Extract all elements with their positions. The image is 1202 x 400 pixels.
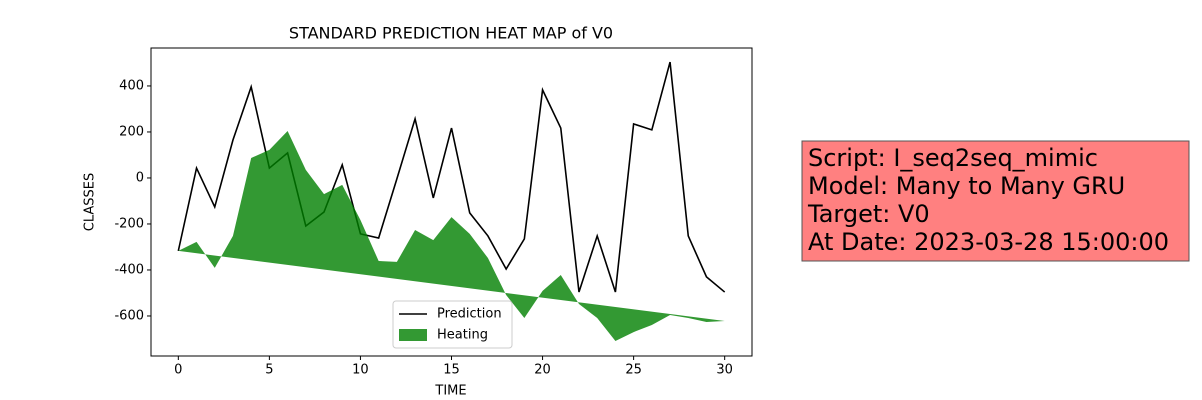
y-tick-label: -400 [114,262,144,277]
chart-title: STANDARD PREDICTION HEAT MAP of V0 [289,24,613,43]
annotation-box [801,140,1190,262]
heating-area [178,131,725,342]
legend-label: Heating [437,328,488,343]
y-axis-label: CLASSES [83,173,98,231]
y-tick-label: 200 [119,124,144,139]
x-tick-label: 20 [534,363,551,378]
x-tick-label: 10 [352,363,369,378]
annotation-line: Script: I_seq2seq_mimic [808,144,1098,172]
annotation-line: Target: V0 [807,200,930,228]
y-tick-label: 0 [136,170,144,185]
x-tick-label: 15 [443,363,460,378]
x-tick-label: 25 [625,363,642,378]
x-tick-label: 30 [716,363,733,378]
x-tick-label: 0 [174,363,182,378]
legend-swatch [399,329,427,341]
y-tick-label: -600 [114,308,144,323]
y-tick-label: -200 [114,216,144,231]
legend-label: Prediction [437,307,502,322]
annotation-line: Model: Many to Many GRU [808,172,1125,200]
y-tick-label: 400 [119,78,144,93]
annotation-line: At Date: 2023-03-28 15:00:00 [808,228,1169,256]
x-axis-label: TIME [434,384,466,399]
x-tick-label: 5 [265,363,273,378]
